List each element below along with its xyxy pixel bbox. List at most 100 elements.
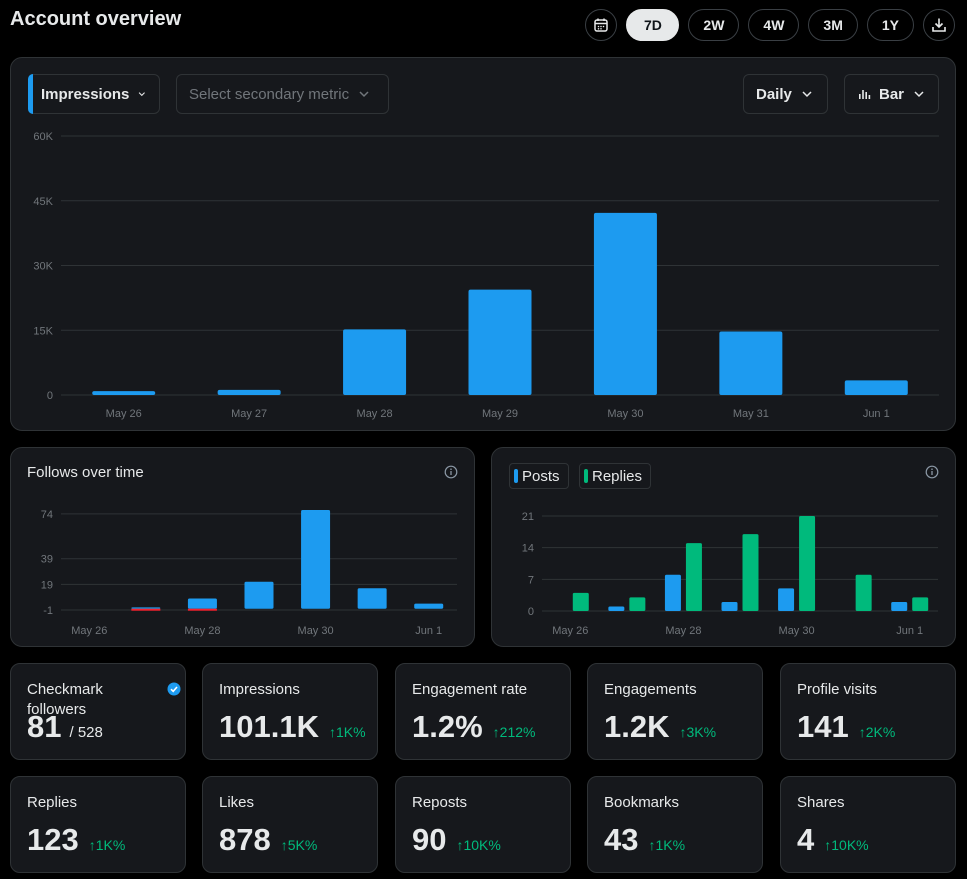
- info-icon[interactable]: [444, 465, 458, 479]
- y-tick-label: 39: [41, 554, 53, 566]
- card-value: 1.2%: [412, 709, 483, 744]
- chevron-down-icon: [914, 91, 924, 98]
- follows-bar: [131, 607, 161, 609]
- impressions-chart-panel: Impressions Select secondary metric Dail…: [10, 57, 956, 431]
- page-title: Account overview: [10, 8, 182, 30]
- card-delta: ↑2K%: [858, 724, 896, 740]
- y-tick-label: 7: [528, 574, 534, 586]
- card-delta: ↑3K%: [679, 724, 717, 740]
- x-tick-label: May 30: [779, 625, 815, 637]
- chart-type-dropdown[interactable]: Bar: [844, 74, 939, 114]
- chevron-down-icon: [359, 91, 369, 98]
- card-delta: ↑1K%: [648, 837, 686, 853]
- x-tick-label: May 26: [552, 625, 588, 637]
- y-tick-label: 0: [47, 390, 53, 402]
- metric-card-replies[interactable]: Replies 123 ↑1K%: [10, 776, 186, 873]
- replies-legend-label: Replies: [592, 467, 643, 485]
- calendar-button[interactable]: [585, 9, 618, 41]
- card-label: Engagement rate: [412, 681, 528, 698]
- y-tick-label: 15K: [33, 325, 53, 337]
- card-delta: ↑5K%: [280, 837, 318, 853]
- range-1y-button[interactable]: 1Y: [866, 9, 914, 41]
- replies-legend-chip[interactable]: Replies: [579, 463, 652, 489]
- card-total: / 528: [69, 724, 103, 741]
- metric-card-checkmark-followers[interactable]: Checkmark followers 81 / 528: [10, 663, 186, 760]
- card-label: Bookmarks: [604, 794, 680, 811]
- chart-type-label: Bar: [879, 85, 905, 103]
- x-tick-label: Jun 1: [863, 408, 890, 420]
- impressions-bar: [92, 391, 156, 395]
- posts-replies-chart-panel: Posts Replies 0 7 14 21 May 26 May 28 May 30 Ju…: [491, 447, 956, 647]
- metric-card-bookmarks[interactable]: Bookmarks 43 ↑1K%: [587, 776, 763, 873]
- metric-card-profile-visits[interactable]: Profile visits 141 ↑2K%: [780, 663, 956, 760]
- card-label: Engagements: [604, 681, 697, 698]
- metric-card-impressions[interactable]: Impressions 101.1K ↑1K%: [202, 663, 378, 760]
- impressions-bar-chart: 0 15K 30K 45K 60K May 26 May 27 May 28 May 29 May…: [33, 131, 939, 420]
- y-tick-label: 0: [528, 606, 534, 618]
- unfollows-bar: [131, 608, 161, 611]
- card-value: 1.2K: [604, 709, 670, 744]
- replies-color-indicator: [584, 469, 588, 483]
- metric-card-likes[interactable]: Likes 878 ↑5K%: [202, 776, 378, 873]
- card-label: Likes: [219, 794, 255, 811]
- y-tick-label: 45K: [33, 196, 53, 208]
- impressions-bar: [719, 331, 783, 395]
- x-tick-label: May 26: [106, 408, 142, 420]
- posts-bar: [664, 574, 681, 611]
- card-value: 90: [412, 822, 447, 857]
- granularity-label: Daily: [756, 85, 792, 103]
- secondary-metric-dropdown[interactable]: Select secondary metric: [176, 74, 389, 114]
- replies-bar: [572, 592, 589, 611]
- x-tick-label: May 30: [607, 408, 643, 420]
- card-delta: ↑1K%: [328, 724, 366, 740]
- posts-bar: [778, 588, 795, 611]
- card-delta: ↑10K%: [824, 837, 869, 853]
- metric-card-reposts[interactable]: Reposts 90 ↑10K%: [395, 776, 571, 873]
- x-tick-label: May 27: [231, 408, 267, 420]
- verified-badge-icon: [167, 682, 181, 696]
- download-icon: [932, 18, 946, 32]
- y-tick-label: 30K: [33, 261, 53, 273]
- metric-card-engagement-rate[interactable]: Engagement rate 1.2% ↑212%: [395, 663, 571, 760]
- metric-card-engagements[interactable]: Engagements 1.2K ↑3K%: [587, 663, 763, 760]
- posts-legend-label: Posts: [522, 467, 560, 485]
- follows-bar: [301, 510, 331, 609]
- card-delta: ↑212%: [492, 724, 536, 740]
- granularity-dropdown[interactable]: Daily: [743, 74, 828, 114]
- info-icon[interactable]: [925, 465, 939, 479]
- card-value: 43: [604, 822, 639, 857]
- y-tick-label: 60K: [33, 131, 53, 143]
- range-4w-button[interactable]: 4W: [748, 9, 800, 41]
- card-value: 141: [797, 709, 849, 744]
- posts-bar: [608, 606, 625, 611]
- unfollows-bar: [187, 608, 217, 611]
- replies-bar: [855, 574, 872, 611]
- card-value: 878: [219, 822, 271, 857]
- x-tick-label: May 31: [733, 408, 769, 420]
- card-value: 81: [27, 709, 62, 744]
- download-button[interactable]: [923, 9, 955, 41]
- primary-metric-dropdown[interactable]: Impressions: [28, 74, 160, 114]
- range-7d-button[interactable]: 7D: [626, 9, 680, 41]
- metric-card-shares[interactable]: Shares 4 ↑10K%: [780, 776, 956, 873]
- card-delta: ↑10K%: [456, 837, 501, 853]
- range-3m-button[interactable]: 3M: [808, 9, 858, 41]
- secondary-metric-placeholder: Select secondary metric: [189, 85, 350, 103]
- y-tick-label: 74: [41, 509, 53, 521]
- impressions-bar: [844, 380, 908, 395]
- x-tick-label: May 29: [482, 408, 518, 420]
- card-label: Reposts: [412, 794, 468, 811]
- y-tick-label: 21: [522, 511, 534, 523]
- card-label: Shares: [797, 794, 845, 811]
- impressions-bar: [343, 329, 407, 395]
- x-tick-label: Jun 1: [415, 625, 442, 637]
- x-tick-label: Jun 1: [896, 625, 923, 637]
- calendar-icon: [594, 18, 609, 32]
- posts-legend-chip[interactable]: Posts: [509, 463, 569, 489]
- range-2w-button[interactable]: 2W: [688, 9, 740, 41]
- replies-bar: [629, 597, 646, 611]
- bar-chart-icon: [859, 90, 871, 99]
- y-tick-label: 19: [41, 579, 53, 591]
- card-value: 123: [27, 822, 79, 857]
- follows-chart-title: Follows over time: [27, 464, 144, 481]
